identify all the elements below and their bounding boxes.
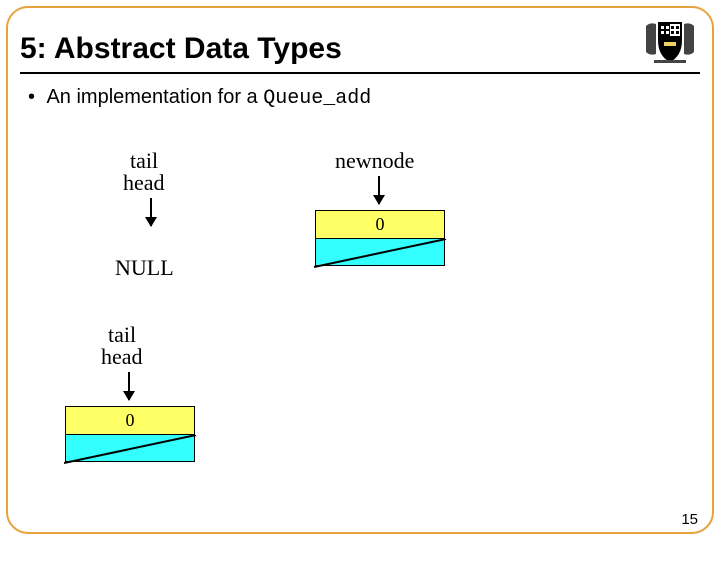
arrow-down-icon <box>128 372 130 400</box>
node-newnode: 0 <box>315 210 445 266</box>
arrow-down-icon <box>378 176 380 204</box>
arrow-down-icon <box>150 198 152 226</box>
null-slash-icon <box>64 435 364 585</box>
label-null: NULL <box>115 255 174 281</box>
bullet-text: • An implementation for a Queue_add <box>28 86 371 110</box>
node-value-cell: 0 <box>65 406 195 434</box>
node-head: 0 <box>65 406 195 462</box>
bullet-prefix: An implementation for a <box>46 86 263 108</box>
node-next-cell <box>315 238 445 266</box>
princeton-shield-icon <box>640 16 700 66</box>
null-slash-icon <box>314 239 614 389</box>
label-head-2: head <box>101 344 143 370</box>
title-bar: 5: Abstract Data Types <box>20 16 700 74</box>
bullet-dot: • <box>28 86 42 109</box>
label-head-1: head <box>123 170 165 196</box>
page-number: 15 <box>681 511 698 528</box>
bullet-code: Queue_add <box>263 87 371 110</box>
node-next-cell <box>65 434 195 462</box>
label-newnode: newnode <box>335 148 414 174</box>
node-value-cell: 0 <box>315 210 445 238</box>
slide-title: 5: Abstract Data Types <box>20 32 342 66</box>
